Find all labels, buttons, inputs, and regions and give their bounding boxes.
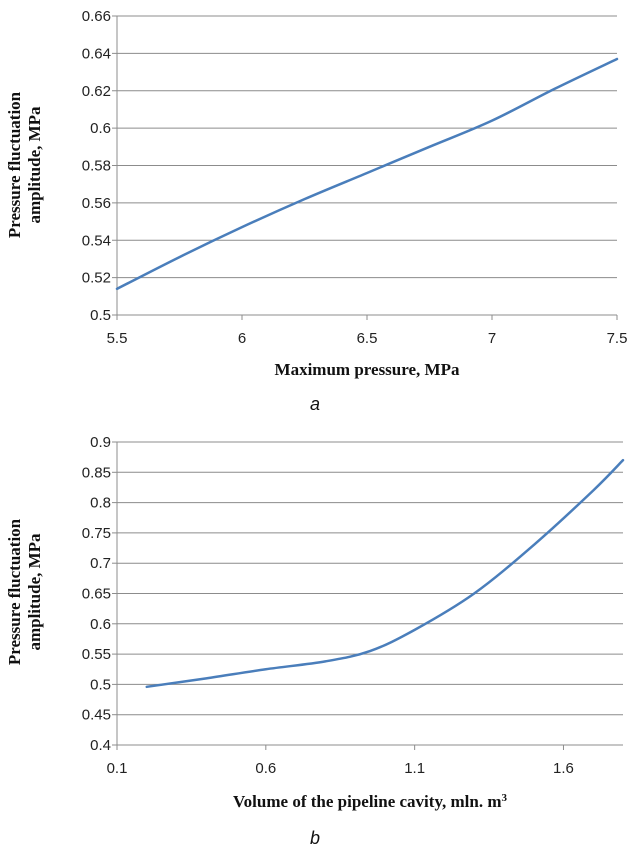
x-tick-label: 6.5 bbox=[357, 330, 378, 347]
x-tick-label: 7 bbox=[488, 330, 496, 347]
y-axis-title-line: Pressure fluctuation bbox=[5, 518, 24, 665]
y-axis-title: Pressure fluctuationamplitude, MPa bbox=[5, 91, 44, 238]
y-tick-label: 0.64 bbox=[82, 45, 111, 62]
x-axis-title-superscript: 3 bbox=[502, 792, 508, 804]
x-axis-title: Volume of the pipeline cavity, mln. m3 bbox=[233, 792, 508, 811]
y-tick-label: 0.85 bbox=[82, 464, 111, 481]
y-tick-label: 0.62 bbox=[82, 83, 111, 100]
y-tick-label: 0.9 bbox=[90, 434, 111, 451]
y-tick-label: 0.55 bbox=[82, 646, 111, 663]
panel-label: b bbox=[310, 828, 320, 848]
series-line bbox=[115, 57, 619, 291]
x-tick-label: 5.5 bbox=[107, 330, 128, 347]
y-tick-label: 0.7 bbox=[90, 555, 111, 572]
y-tick-label: 0.52 bbox=[82, 270, 111, 287]
x-tick-label: 6 bbox=[238, 330, 246, 347]
x-tick-label: 0.6 bbox=[255, 760, 276, 777]
y-tick-label: 0.66 bbox=[82, 8, 111, 25]
y-axis-title: Pressure fluctuationamplitude, MPa bbox=[5, 518, 44, 665]
y-tick-label: 0.54 bbox=[82, 232, 111, 249]
series-line bbox=[145, 458, 625, 689]
panel-label: a bbox=[310, 394, 320, 414]
x-tick-label: 1.1 bbox=[404, 760, 425, 777]
y-tick-label: 0.45 bbox=[82, 707, 111, 724]
y-tick-label: 0.56 bbox=[82, 195, 111, 212]
x-tick-label: 7.5 bbox=[607, 330, 628, 347]
x-tick-label: 1.6 bbox=[553, 760, 574, 777]
y-tick-label: 0.8 bbox=[90, 495, 111, 512]
y-tick-label: 0.58 bbox=[82, 158, 111, 175]
y-axis-title-line: Pressure fluctuation bbox=[5, 91, 24, 238]
y-tick-label: 0.65 bbox=[82, 586, 111, 603]
y-tick-label: 0.6 bbox=[90, 616, 111, 633]
y-axis-title-line: amplitude, MPa bbox=[25, 106, 44, 224]
y-tick-label: 0.6 bbox=[90, 120, 111, 137]
y-axis-title-line: amplitude, MPa bbox=[25, 533, 44, 651]
y-tick-label: 0.5 bbox=[90, 307, 111, 324]
y-tick-label: 0.75 bbox=[82, 525, 111, 542]
chart-panel-b: 0.4 0.45 0.5 0.55 0.6 0.65 0.7 0.75 0.8 0.85 0.9 0.… bbox=[5, 434, 625, 848]
y-tick-label: 0.4 bbox=[90, 737, 111, 754]
chart-panel-a: 0.5 0.52 0.54 0.56 0.58 0.6 0.62 0.64 0.66 5.5 6 6.… bbox=[5, 8, 627, 414]
y-tick-label: 0.5 bbox=[90, 676, 111, 693]
x-tick-label: 0.1 bbox=[107, 760, 128, 777]
x-axis-title: Maximum pressure, MPa bbox=[275, 360, 460, 379]
